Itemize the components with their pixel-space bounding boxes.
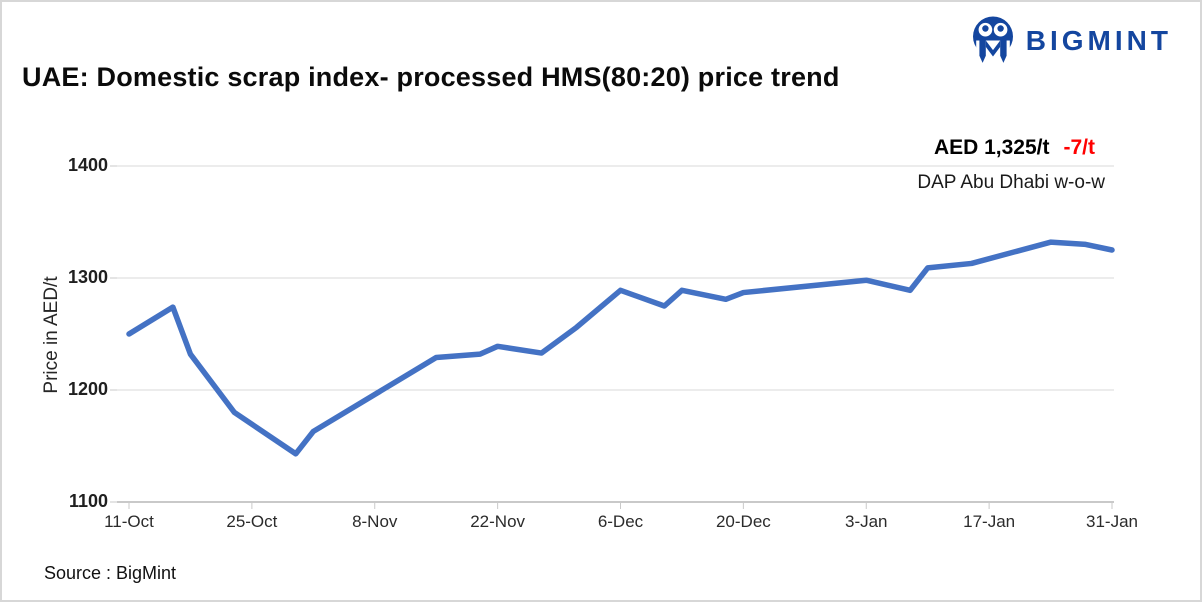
x-tick-label: 20-Dec [715,512,771,531]
bigmint-logo: BIGMINT [969,14,1172,67]
x-tick-label: 31-Jan [1086,512,1138,531]
latest-price: AED 1,325/t [933,136,1050,159]
price-line [126,239,1115,457]
price-change-wow: -7/t [1063,136,1096,159]
y-axis-title: Price in AED/t [41,276,62,394]
annotation-subtitle: DAP Abu Dhabi w-o-w [917,172,1105,193]
x-tick-label: 8-Nov [352,512,398,531]
x-tick-label: 25-Oct [226,512,278,531]
y-tick-label: 1300 [67,267,108,287]
latest-price-annotation: AED 1,325/t -7/t DAP Abu Dhabi w-o-w [917,136,1105,194]
x-tick-label: 3-Jan [844,512,888,531]
bigmint-logo-text: BIGMINT [1025,24,1172,56]
x-tick-label: 11-Oct [104,512,154,531]
y-tick-label: 1200 [67,379,108,399]
x-tick-label: 22-Nov [470,512,526,531]
y-tick-label: 1100 [68,491,108,511]
annotation-line1: AED 1,325/t -7/t [917,136,1105,162]
y-tick-label: 1400 [67,155,108,175]
bigmint-logo-icon [972,16,1013,63]
source-note: Source : BigMint [44,563,177,583]
page-title: UAE: Domestic scrap index- processed HMS… [22,62,840,93]
x-tick-label: 17-Jan [963,512,1016,531]
x-tick-label: 6-Dec [597,512,644,531]
